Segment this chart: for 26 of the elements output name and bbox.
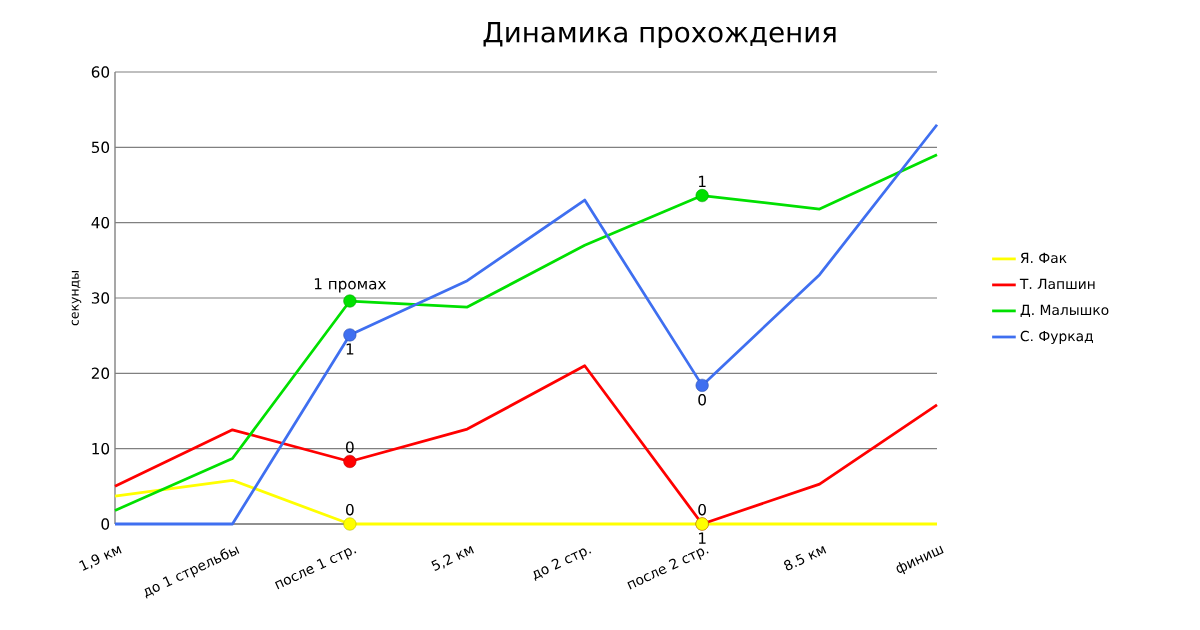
y-tick-label: 10	[92, 442, 110, 455]
x-tick-label: 8.5 км	[784, 546, 827, 571]
y-axis-title: секунды	[71, 271, 82, 326]
annotation: 0	[346, 441, 354, 453]
annotation: 1	[346, 343, 354, 355]
x-tick-label: 1,9 км	[79, 546, 122, 571]
legend-label: С. Фуркад	[1020, 330, 1093, 344]
annotation: 0	[346, 503, 354, 516]
y-tick-label: 0	[101, 518, 110, 530]
y-tick-label: 40	[91, 216, 110, 229]
y-tick-label: 20	[91, 367, 110, 380]
y-tick-label: 50	[91, 141, 110, 154]
y-tick-label: 30	[91, 292, 110, 304]
x-tick-label: 5,2 км	[431, 546, 474, 571]
chart-title: Динамика прохождения	[483, 22, 836, 48]
y-tick-label: 60	[91, 66, 110, 78]
annotation: 1	[698, 175, 706, 187]
annotation: 1 промах	[314, 278, 386, 293]
legend-label: Т. Лапшин	[1019, 278, 1095, 290]
legend-label: Я. Фак	[1020, 252, 1067, 264]
annotation: 1	[698, 532, 706, 544]
x-tick-label: до 2 стр.	[533, 548, 592, 582]
annotation: 0	[698, 503, 706, 516]
x-tick-label: после 1 стр.	[274, 548, 357, 590]
legend-label: Д. Малышко	[1020, 304, 1109, 318]
annotation: 0	[698, 393, 706, 406]
